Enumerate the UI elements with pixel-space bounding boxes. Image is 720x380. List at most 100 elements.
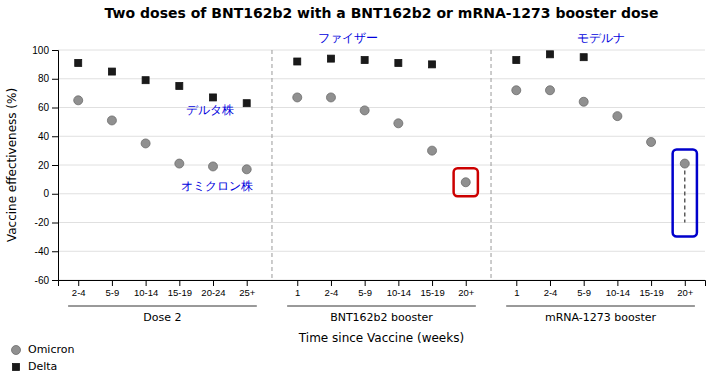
y-axis-title: Vaccine effectiveness (%) (5, 88, 19, 242)
x-tick-label: 20-24 (201, 287, 225, 298)
highlight-box (673, 150, 697, 237)
y-tick-mark (52, 50, 58, 51)
point (108, 68, 115, 75)
x-tick-label: 15-19 (639, 287, 663, 298)
y-tick: 40 (38, 131, 58, 142)
y-tick-label: -40 (35, 246, 50, 257)
x-tick: 10-14 (387, 280, 411, 298)
point (579, 97, 588, 106)
x-tick: 10-14 (606, 280, 630, 298)
point (142, 77, 149, 84)
group-label: BNT162b2 booster (330, 311, 433, 324)
group-separator (271, 50, 272, 280)
x-tick-mark (398, 280, 399, 286)
y-tick-label: -20 (35, 217, 50, 228)
legend-marker (13, 364, 20, 371)
group-bracket (506, 306, 695, 307)
x-tick: 1 (295, 280, 300, 298)
x-tick-label: 10-14 (606, 287, 630, 298)
x-tick-label: 5-9 (106, 287, 120, 298)
x-axis: 2-4 5-9 10-14 15-19 20-24 25+ 1 2-4 5-9 10-14 15-1… (59, 280, 706, 298)
x-tick: 5-9 (106, 280, 120, 298)
point (395, 59, 402, 66)
point (294, 58, 301, 65)
point (176, 82, 183, 89)
legend-marker (12, 346, 21, 355)
x-tick-label: 10-14 (387, 287, 411, 298)
x-tick-label: 1 (514, 287, 519, 298)
grid-line (58, 50, 705, 51)
x-tick: 5-9 (358, 280, 372, 298)
point (326, 93, 335, 102)
point (75, 59, 82, 66)
y-tick-mark (52, 165, 58, 166)
x-tick: 10-14 (134, 280, 158, 298)
x-axis-line (59, 281, 706, 287)
error-bar (684, 164, 685, 223)
legend-label: Omicron (28, 343, 74, 356)
x-tick-mark (78, 280, 79, 286)
y-axis-line (52, 51, 59, 281)
x-tick-mark (651, 280, 652, 286)
x-tick-mark (297, 280, 298, 286)
legend-label: Delta (28, 360, 57, 373)
point (327, 55, 334, 62)
x-axis-title: Time since Vaccine (weeks) (298, 331, 464, 345)
y-tick-mark (52, 79, 58, 80)
grid-line (58, 165, 705, 166)
x-tick: 1 (514, 280, 519, 298)
point (613, 112, 622, 121)
y-tick: 20 (38, 160, 58, 171)
x-tick: 15-19 (168, 280, 192, 298)
x-tick: 20+ (458, 280, 475, 298)
x-tick-label: 2-4 (72, 287, 86, 298)
grid-line (58, 78, 705, 79)
x-tick-label: 5-9 (577, 287, 591, 298)
grid-line (58, 107, 705, 108)
point (361, 57, 368, 64)
y-tick: 0 (43, 188, 58, 199)
x-tick-mark (331, 280, 332, 286)
x-tick: 2-4 (72, 280, 86, 298)
title: Two doses of BNT162b2 with a BNT162b2 or… (105, 5, 659, 21)
x-tick-label: 2-4 (544, 287, 558, 298)
y-tick: 80 (38, 73, 58, 84)
plot: -60-40-200204060801002-45-910-1415-1920-… (32, 31, 705, 345)
y-tick-label: 20 (38, 160, 50, 171)
x-tick: 2-4 (544, 280, 558, 298)
x-tick: 20+ (677, 280, 694, 298)
annotation: デルタ株 (186, 103, 234, 117)
x-tick-mark (466, 280, 467, 286)
point (242, 165, 251, 174)
point (243, 100, 250, 107)
point (429, 61, 436, 68)
highlight-box (454, 168, 478, 196)
x-tick-label: 25+ (239, 287, 256, 298)
y-tick-label: 0 (43, 188, 49, 199)
point (680, 159, 689, 168)
grid (58, 50, 705, 280)
x-tick-label: 15-19 (168, 287, 192, 298)
grid-line (58, 136, 705, 137)
x-tick-mark (179, 280, 180, 286)
x-tick: 25+ (239, 280, 256, 298)
point (107, 116, 116, 125)
x-tick-mark (516, 280, 517, 286)
point (580, 54, 587, 61)
y-tick: 60 (38, 102, 58, 113)
group-separator (491, 50, 492, 280)
point (394, 119, 403, 128)
y-tick-label: 40 (38, 131, 50, 142)
x-tick-label: 1 (295, 287, 300, 298)
x-tick: 15-19 (420, 280, 444, 298)
point (141, 139, 150, 148)
x-tick-label: 10-14 (134, 287, 158, 298)
x-tick-mark (112, 280, 113, 286)
point (647, 138, 656, 147)
y-tick: -40 (35, 246, 58, 257)
annotation: モデルナ (577, 31, 625, 45)
y-tick-mark (52, 280, 58, 281)
x-tick-mark (432, 280, 433, 286)
x-tick-label: 20+ (677, 287, 694, 298)
x-tick-mark (550, 280, 551, 286)
